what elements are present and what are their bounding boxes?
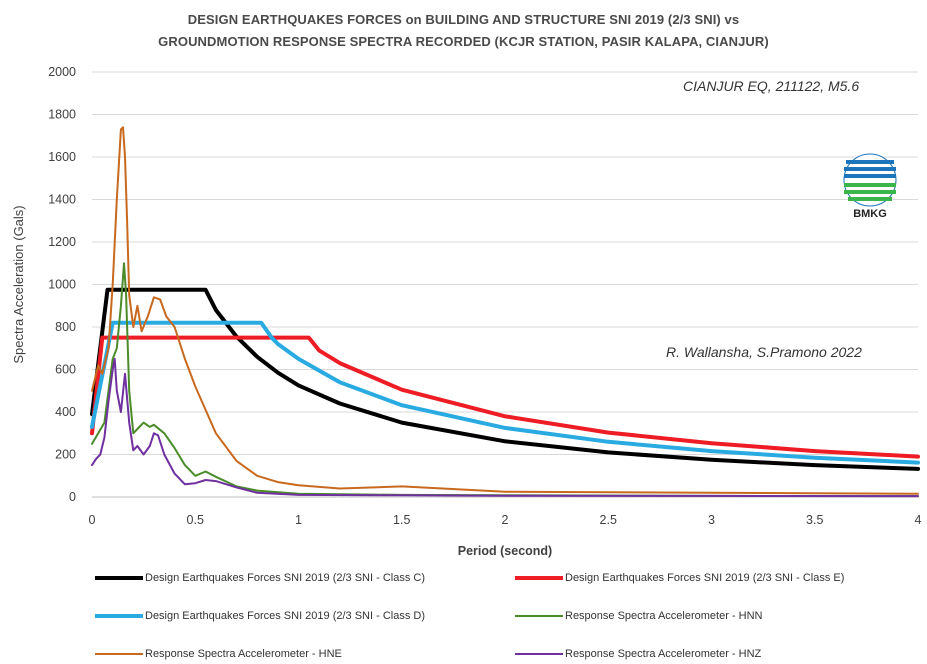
event-annotation: CIANJUR EQ, 211122, M5.6 <box>683 78 860 94</box>
bmkg-logo-icon <box>843 153 897 207</box>
legend-item: Response Spectra Accelerometer - HNZ <box>515 648 761 660</box>
series-line-3 <box>91 262 919 498</box>
legend-label: Response Spectra Accelerometer - HNZ <box>565 648 762 660</box>
y-tick-label: 1800 <box>48 108 76 122</box>
legend-item: Response Spectra Accelerometer - HNE <box>95 648 342 660</box>
legend-swatch <box>515 653 563 655</box>
y-tick-label: 2000 <box>48 65 76 79</box>
series-line-5 <box>91 357 919 498</box>
x-tick-label: 1.5 <box>393 513 410 527</box>
y-tick-label: 1200 <box>48 235 76 249</box>
x-tick-label: 0.5 <box>187 513 204 527</box>
x-tick-label: 3.5 <box>806 513 823 527</box>
bmkg-logo: BMKG <box>840 150 910 230</box>
legend-swatch <box>515 615 563 617</box>
x-tick-label: 1 <box>295 513 302 527</box>
legend-label: Design Earthquakes Forces SNI 2019 (2/3 … <box>565 572 845 584</box>
legend-swatch <box>95 653 143 655</box>
y-tick-label: 400 <box>55 405 76 419</box>
series-line-0 <box>90 287 920 471</box>
y-tick-label: 1000 <box>48 278 76 292</box>
y-tick-label: 200 <box>55 448 76 462</box>
legend-swatch <box>515 576 563 580</box>
y-tick-label: 1400 <box>48 193 76 207</box>
x-tick-label: 2.5 <box>600 513 617 527</box>
x-axis-label: Period (second) <box>458 544 552 558</box>
x-tick-label: 3 <box>708 513 715 527</box>
legend-label: Design Earthquakes Forces SNI 2019 (2/3 … <box>145 610 426 622</box>
series-line-1 <box>90 335 920 459</box>
legend-label: Design Earthquakes Forces SNI 2019 (2/3 … <box>145 572 426 584</box>
series-line-4 <box>91 126 919 495</box>
authors-annotation: R. Wallansha, S.Pramono 2022 <box>666 344 862 360</box>
y-tick-label: 600 <box>55 363 76 377</box>
legend-item: Design Earthquakes Forces SNI 2019 (2/3 … <box>95 572 425 584</box>
legend-item: Response Spectra Accelerometer - HNN <box>515 610 762 622</box>
y-tick-label: 0 <box>69 490 76 504</box>
legend-label: Response Spectra Accelerometer - HNE <box>145 648 342 660</box>
x-tick-label: 4 <box>915 513 922 527</box>
legend-swatch <box>95 576 143 580</box>
x-tick-label: 2 <box>502 513 509 527</box>
chart-title-line-2: GROUNDMOTION RESPONSE SPECTRA RECORDED (… <box>158 34 769 49</box>
series-line-2 <box>90 320 920 465</box>
legend-label: Response Spectra Accelerometer - HNN <box>565 610 763 622</box>
y-tick-label: 800 <box>55 320 76 334</box>
legend-item: Design Earthquakes Forces SNI 2019 (2/3 … <box>515 572 844 584</box>
legend-item: Design Earthquakes Forces SNI 2019 (2/3 … <box>95 610 425 622</box>
bmkg-logo-text: BMKG <box>853 208 887 220</box>
y-tick-label: 1600 <box>48 150 76 164</box>
chart-title-line-1: DESIGN EARTHQUAKES FORCES on BUILDING AN… <box>187 12 740 27</box>
y-axis-label: Spectra Acceleration (Gals) <box>11 205 26 363</box>
x-tick-label: 0 <box>89 513 96 527</box>
legend-swatch <box>95 614 143 618</box>
